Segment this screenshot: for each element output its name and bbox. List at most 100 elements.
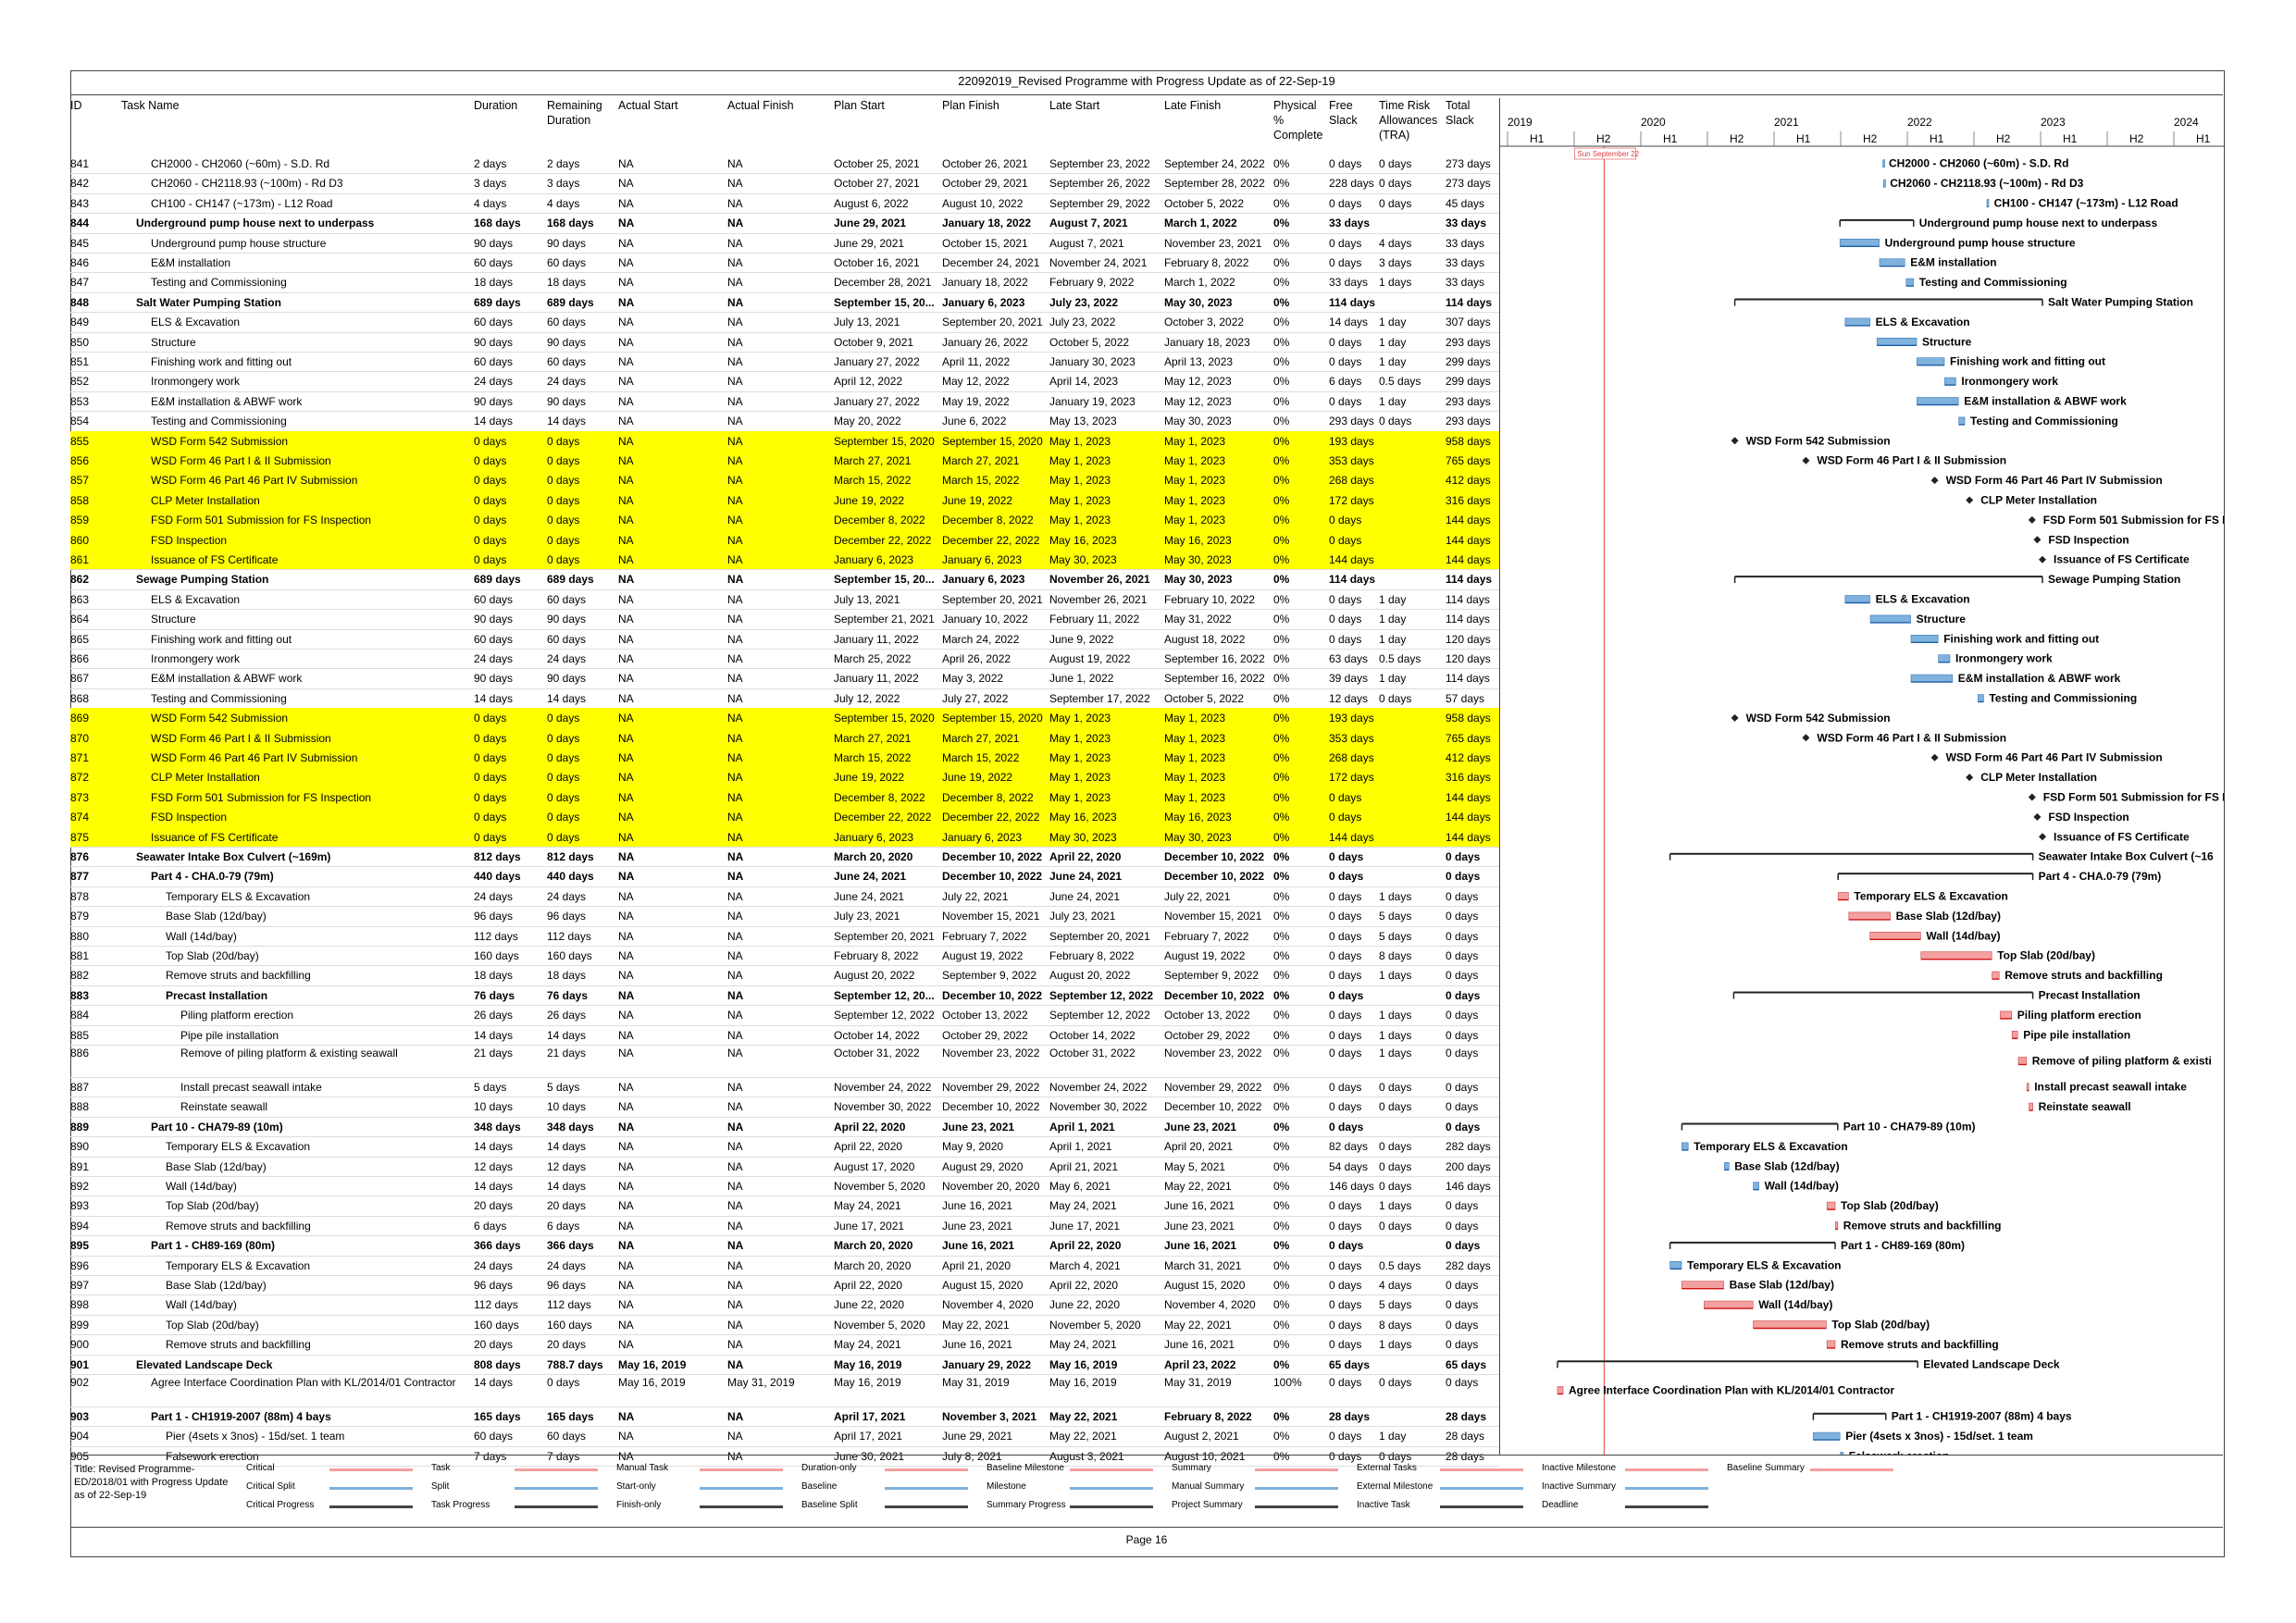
col-plan-start[interactable]: Plan Start bbox=[834, 99, 885, 112]
col-late-start[interactable]: Late Start bbox=[1049, 99, 1100, 112]
table-row[interactable]: 841 CH2000 - CH2060 (~60m) - S.D. Rd 2 day… bbox=[70, 154, 1499, 175]
legend-swatch bbox=[329, 1487, 413, 1490]
table-row[interactable]: 870 WSD Form 46 Part I & II Submission 0 d… bbox=[70, 727, 1499, 749]
cell-pc: 0% bbox=[1273, 790, 1290, 804]
table-row[interactable]: 856 WSD Form 46 Part I & II Submission 0 d… bbox=[70, 451, 1499, 472]
table-row[interactable]: 875 Issuance of FS Certificate 0 days 0 day… bbox=[70, 826, 1499, 848]
table-row[interactable]: 866 Ironmongery work 24 days 24 days NA NA Mar… bbox=[70, 649, 1499, 670]
table-row[interactable]: 851 Finishing work and fitting out 60 days… bbox=[70, 352, 1499, 373]
cell-pc: 0% bbox=[1273, 1430, 1290, 1443]
table-row[interactable]: 869 WSD Form 542 Submission 0 days 0 days NA… bbox=[70, 708, 1499, 729]
table-row[interactable]: 905 Falsework erection 7 days 7 days NA NA Jun… bbox=[70, 1446, 1499, 1468]
table-row[interactable]: 854 Testing and Commissioning 14 days 14 da… bbox=[70, 411, 1499, 432]
table-row[interactable]: 849 ELS & Excavation 60 days 60 days NA NA Jul… bbox=[70, 312, 1499, 333]
table-row[interactable]: 892 Wall (14d/bay) 14 days 14 days NA NA Novem… bbox=[70, 1176, 1499, 1197]
cell-n: WSD Form 542 Submission bbox=[151, 712, 289, 725]
table-row[interactable]: 882 Remove struts and backfilling 18 days 1… bbox=[70, 965, 1499, 986]
table-row[interactable]: 895 Part 1 - CH89-169 (80m) 366 days 366 da… bbox=[70, 1235, 1499, 1257]
table-row[interactable]: 901 Elevated Landscape Deck 808 days 788.7 … bbox=[70, 1355, 1499, 1375]
col-duration[interactable]: Duration bbox=[474, 99, 518, 112]
table-row[interactable]: 858 CLP Meter Installation 0 days 0 days NA N… bbox=[70, 489, 1499, 512]
table-row[interactable]: 887 Install precast seawall intake 5 days 5… bbox=[70, 1077, 1499, 1098]
col-tra[interactable]: Time Risk Allowances (TRA) bbox=[1379, 99, 1438, 142]
cell-n: CH2000 - CH2060 (~60m) - S.D. Rd bbox=[151, 157, 330, 170]
col-total-slack[interactable]: Total Slack bbox=[1446, 99, 1474, 127]
table-row[interactable]: 845 Underground pump house structure 90 da… bbox=[70, 233, 1499, 254]
col-actual-start[interactable]: Actual Start bbox=[618, 99, 678, 112]
table-row[interactable]: 876 Seawater Intake Box Culvert (~169m) 81… bbox=[70, 847, 1499, 868]
table-row[interactable]: 898 Wall (14d/bay) 112 days 112 days NA NA Jun… bbox=[70, 1295, 1499, 1316]
cell-id: 880 bbox=[70, 929, 90, 943]
table-row[interactable]: 897 Base Slab (12d/bay) 96 days 96 days NA NA… bbox=[70, 1275, 1499, 1296]
cell-af: NA bbox=[727, 295, 744, 309]
milestone-diamond bbox=[1802, 734, 1810, 742]
cell-fs: 0 days bbox=[1329, 790, 1362, 804]
table-row[interactable]: 888 Reinstate seawall 10 days 10 days NA NA No… bbox=[70, 1096, 1499, 1118]
table-row[interactable]: 846 E&M installation 60 days 60 days NA NA Oct… bbox=[70, 253, 1499, 274]
table-row[interactable]: 890 Temporary ELS & Excavation 14 days 14 d… bbox=[70, 1136, 1499, 1158]
table-row[interactable]: 885 Pipe pile installation 14 days 14 days N… bbox=[70, 1025, 1499, 1046]
table-row[interactable]: 865 Finishing work and fitting out 60 days… bbox=[70, 629, 1499, 650]
cell-ts: 120 days bbox=[1446, 632, 1491, 646]
table-row[interactable]: 867 E&M installation & ABWF work 90 days 90… bbox=[70, 668, 1499, 689]
cell-n: CH100 - CH147 (~173m) - L12 Road bbox=[151, 196, 333, 210]
table-row[interactable]: 871 WSD Form 46 Part 46 Part IV Submissio… bbox=[70, 748, 1499, 769]
task-bar bbox=[1910, 634, 1939, 643]
cell-r: 0 days bbox=[547, 771, 580, 785]
table-row[interactable]: 878 Temporary ELS & Excavation 24 days 24 d… bbox=[70, 886, 1499, 908]
cell-lf: December 10, 2022 bbox=[1164, 988, 1265, 1002]
table-row[interactable]: 879 Base Slab (12d/bay) 96 days 96 days NA NA… bbox=[70, 906, 1499, 927]
table-row[interactable]: 883 Precast Installation 76 days 76 days NA N… bbox=[70, 985, 1499, 1007]
table-row[interactable]: 902 Agree Interface Coordination Plan wit… bbox=[70, 1374, 1499, 1407]
table-row[interactable]: 881 Top Slab (20d/bay) 160 days 160 days NA N… bbox=[70, 946, 1499, 967]
table-row[interactable]: 896 Temporary ELS & Excavation 24 days 24 d… bbox=[70, 1256, 1499, 1276]
table-row[interactable]: 863 ELS & Excavation 60 days 60 days NA NA Jul… bbox=[70, 589, 1499, 611]
table-row[interactable]: 850 Structure 90 days 90 days NA NA October 9,… bbox=[70, 332, 1499, 353]
table-row[interactable]: 843 CH100 - CH147 (~173m) - L12 Road 4 day… bbox=[70, 193, 1499, 215]
col-actual-finish[interactable]: Actual Finish bbox=[727, 99, 794, 112]
table-row[interactable]: 874 FSD Inspection 0 days 0 days NA NA Decembe… bbox=[70, 807, 1499, 828]
col-task[interactable]: Task Name bbox=[121, 99, 180, 112]
cell-pf: January 6, 2023 bbox=[942, 295, 1025, 309]
table-row[interactable]: 904 Pier (4sets x 3nos) - 15d/set. 1 team… bbox=[70, 1426, 1499, 1447]
table-row[interactable]: 900 Remove struts and backfilling 20 days 2… bbox=[70, 1334, 1499, 1356]
table-row[interactable]: 861 Issuance of FS Certificate 0 days 0 day… bbox=[70, 550, 1499, 571]
table-row[interactable]: 886 Remove of piling platform & existing … bbox=[70, 1045, 1499, 1078]
col-plan-finish[interactable]: Plan Finish bbox=[942, 99, 999, 112]
col-remaining[interactable]: Remaining Duration bbox=[547, 99, 602, 127]
table-row[interactable]: 868 Testing and Commissioning 14 days 14 da… bbox=[70, 688, 1499, 710]
table-row[interactable]: 860 FSD Inspection 0 days 0 days NA NA Decembe… bbox=[70, 529, 1499, 551]
col-free-slack[interactable]: Free Slack bbox=[1329, 99, 1358, 127]
table-row[interactable]: 857 WSD Form 46 Part 46 Part IV Submissio… bbox=[70, 470, 1499, 491]
table-row[interactable]: 848 Salt Water Pumping Station 689 days 689… bbox=[70, 292, 1499, 314]
table-row[interactable]: 873 FSD Form 501 Submission for FS Inspec… bbox=[70, 787, 1499, 809]
table-row[interactable]: 891 Base Slab (12d/bay) 12 days 12 days NA NA… bbox=[70, 1157, 1499, 1177]
cell-id: 886 bbox=[70, 1047, 90, 1059]
col-late-finish[interactable]: Late Finish bbox=[1164, 99, 1222, 112]
table-row[interactable]: 880 Wall (14d/bay) 112 days 112 days NA NA Sep… bbox=[70, 926, 1499, 947]
table-row[interactable]: 894 Remove struts and backfilling 6 days 6 … bbox=[70, 1216, 1499, 1237]
cell-fs: 0 days bbox=[1329, 1219, 1362, 1233]
table-row[interactable]: 853 E&M installation & ABWF work 90 days 90… bbox=[70, 391, 1499, 413]
table-row[interactable]: 893 Top Slab (20d/bay) 20 days 20 days NA NA M… bbox=[70, 1196, 1499, 1217]
table-row[interactable]: 859 FSD Form 501 Submission for FS Inspec… bbox=[70, 510, 1499, 531]
legend-swatch bbox=[515, 1468, 598, 1471]
table-row[interactable]: 872 CLP Meter Installation 0 days 0 days NA N… bbox=[70, 767, 1499, 788]
table-row[interactable]: 903 Part 1 - CH1919-2007 (88m) 4 bays 165 … bbox=[70, 1406, 1499, 1428]
table-row[interactable]: 844 Underground pump house next to underp… bbox=[70, 213, 1499, 234]
table-row[interactable]: 899 Top Slab (20d/bay) 160 days 160 days NA N… bbox=[70, 1315, 1499, 1336]
table-row[interactable]: 847 Testing and Commissioning 18 days 18 da… bbox=[70, 272, 1499, 293]
table-row[interactable]: 852 Ironmongery work 24 days 24 days NA NA Apr… bbox=[70, 371, 1499, 392]
table-row[interactable]: 884 Piling platform erection 26 days 26 day… bbox=[70, 1005, 1499, 1026]
col-physical[interactable]: Physical % Complete bbox=[1273, 99, 1323, 142]
table-row[interactable]: 864 Structure 90 days 90 days NA NA September … bbox=[70, 609, 1499, 630]
legend-swatch bbox=[1255, 1487, 1338, 1490]
table-row[interactable]: 889 Part 10 - CHA79-89 (10m) 348 days 348 d… bbox=[70, 1117, 1499, 1138]
table-row[interactable]: 842 CH2060 - CH2118.93 (~100m) - Rd D3 3 d… bbox=[70, 173, 1499, 194]
cell-ps: March 20, 2020 bbox=[834, 850, 913, 863]
bar-label: Ironmongery work bbox=[1961, 375, 2058, 388]
table-row[interactable]: 862 Sewage Pumping Station 689 days 689 day… bbox=[70, 569, 1499, 590]
table-row[interactable]: 877 Part 4 - CHA.0-79 (79m) 440 days 440 da… bbox=[70, 866, 1499, 887]
table-row[interactable]: 855 WSD Form 542 Submission 0 days 0 days NA… bbox=[70, 430, 1499, 452]
col-id[interactable]: ID bbox=[70, 99, 82, 112]
